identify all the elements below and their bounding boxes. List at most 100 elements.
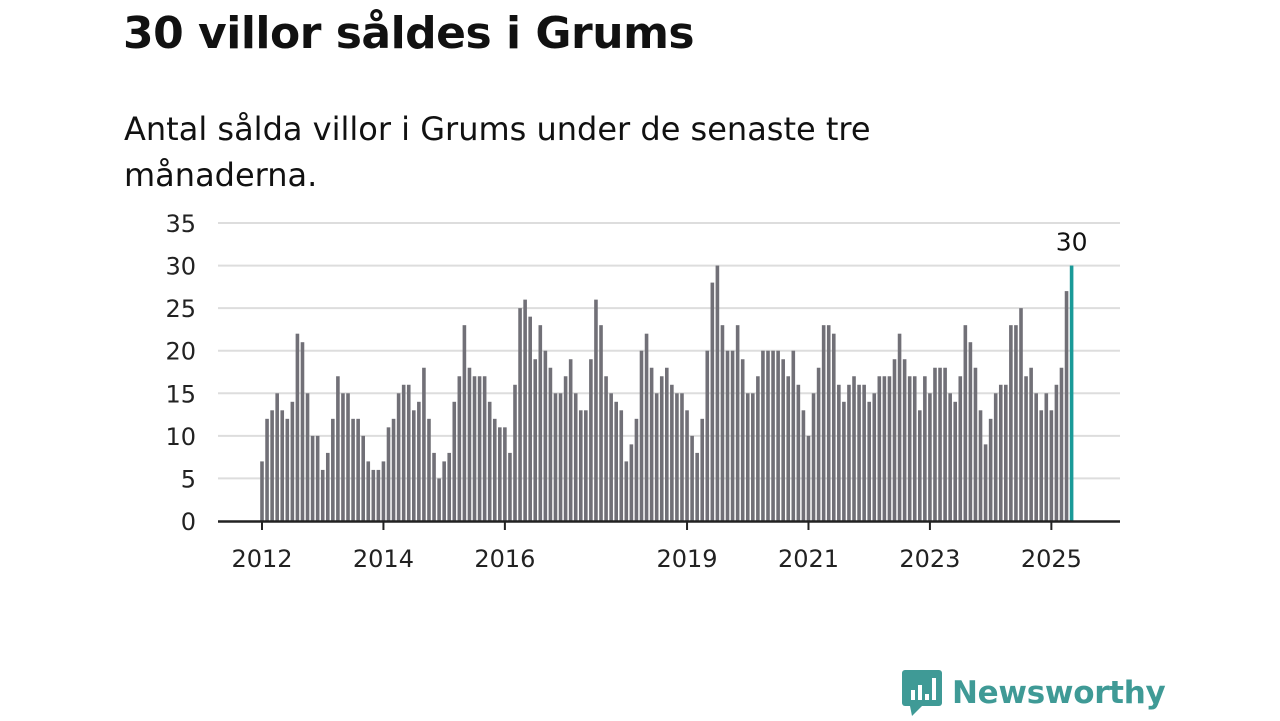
bar xyxy=(983,444,988,521)
bar xyxy=(280,410,285,521)
bar xyxy=(897,333,902,521)
bar xyxy=(391,418,396,521)
bar xyxy=(670,384,674,521)
bar xyxy=(401,384,406,521)
x-tick-label: 2012 xyxy=(231,545,292,573)
bar xyxy=(973,367,978,521)
bar xyxy=(573,393,578,521)
bar xyxy=(1064,291,1069,521)
y-tick-label: 35 xyxy=(165,210,196,238)
bar xyxy=(457,376,462,521)
bar xyxy=(270,410,274,521)
bars xyxy=(260,265,1074,521)
bar xyxy=(756,376,760,521)
bar xyxy=(331,418,335,521)
bar xyxy=(1054,384,1059,521)
bar xyxy=(558,393,563,521)
bar xyxy=(518,308,522,521)
bar xyxy=(943,367,947,521)
y-tick-label: 25 xyxy=(165,295,196,323)
bar xyxy=(447,452,452,521)
bar xyxy=(826,325,831,521)
bar xyxy=(432,452,436,521)
bar xyxy=(285,418,290,521)
bar xyxy=(578,410,583,521)
bar xyxy=(776,350,780,521)
bar xyxy=(978,410,983,521)
bar xyxy=(933,367,937,521)
bar xyxy=(381,461,386,521)
bar xyxy=(735,325,740,521)
bar xyxy=(665,367,669,521)
bar xyxy=(553,393,558,521)
bar xyxy=(295,333,300,521)
bar xyxy=(958,376,963,521)
bar xyxy=(320,469,325,521)
bar xyxy=(1059,367,1064,521)
bar xyxy=(341,393,345,521)
bar xyxy=(508,452,512,521)
bar xyxy=(771,350,775,521)
bar xyxy=(563,376,568,521)
brand-logo: Newsworthy xyxy=(902,668,1166,718)
bar xyxy=(710,282,715,521)
bar xyxy=(1049,410,1054,521)
bar xyxy=(695,452,699,521)
bar xyxy=(720,325,725,521)
bar xyxy=(715,265,720,521)
x-axis-ticks: 2012 2014 2016 2019 2021 2023 2025 xyxy=(231,521,1082,573)
bar xyxy=(745,393,750,521)
bar xyxy=(928,393,932,521)
bar xyxy=(796,384,801,521)
bar xyxy=(427,418,431,521)
bar xyxy=(533,359,538,521)
bar xyxy=(538,325,543,521)
bar xyxy=(781,359,785,521)
bar xyxy=(857,384,861,521)
bar xyxy=(938,367,942,521)
bar xyxy=(842,401,846,521)
bar xyxy=(877,376,882,521)
bar xyxy=(912,376,917,521)
y-tick-label: 15 xyxy=(165,380,196,408)
bar xyxy=(1014,325,1018,521)
bar xyxy=(1004,384,1008,521)
x-tick-label: 2025 xyxy=(1021,545,1082,573)
bar xyxy=(882,376,887,521)
bar xyxy=(751,393,755,521)
bar xyxy=(275,393,279,521)
bar-highlight xyxy=(1069,265,1074,521)
bar xyxy=(862,384,866,521)
bar xyxy=(761,350,765,521)
bar xyxy=(811,393,816,521)
bar xyxy=(918,410,922,521)
bar xyxy=(366,461,371,521)
bar xyxy=(462,325,467,521)
y-tick-label: 10 xyxy=(165,423,196,451)
bar xyxy=(948,393,952,521)
bar xyxy=(396,393,401,521)
bar xyxy=(801,410,806,521)
bar xyxy=(300,342,305,521)
bar xyxy=(523,299,527,521)
y-tick-label: 5 xyxy=(181,465,196,493)
bar xyxy=(700,418,705,521)
bar xyxy=(953,401,958,521)
bar xyxy=(629,444,634,521)
bar xyxy=(1024,376,1028,521)
bar xyxy=(847,384,851,521)
chart-subtitle: Antal sålda villor i Grums under de sena… xyxy=(124,110,871,194)
bar xyxy=(993,393,998,521)
bar xyxy=(599,325,603,521)
bar xyxy=(1019,308,1023,521)
bar xyxy=(609,393,613,521)
bar xyxy=(265,418,269,521)
bar xyxy=(740,359,745,521)
bar xyxy=(685,410,689,521)
bar xyxy=(654,393,659,521)
bar xyxy=(406,384,411,521)
bar xyxy=(690,435,694,521)
x-tick-label: 2016 xyxy=(474,545,535,573)
bar xyxy=(351,418,355,521)
